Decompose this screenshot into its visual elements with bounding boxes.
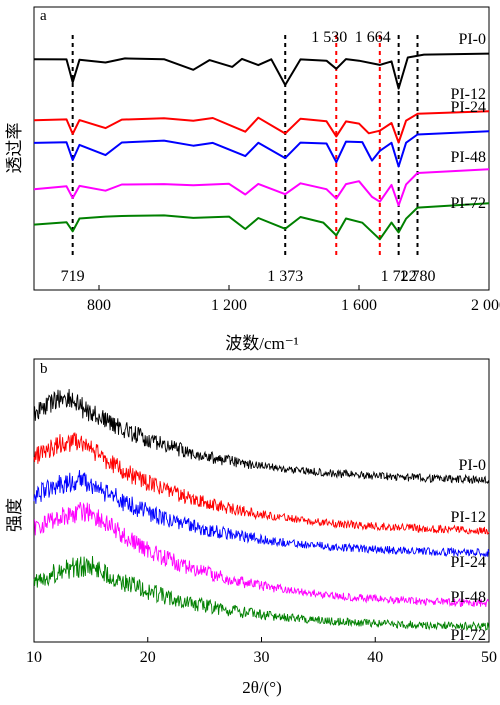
panel-a-frame	[33, 6, 490, 291]
panel-a-xlabel: 波数/cm⁻¹	[225, 334, 299, 353]
panel-a-ticks: 800 1 200 1 600 2 000	[87, 285, 500, 314]
panel-b-legend-pi-24: PI-24	[450, 554, 486, 571]
panel-b: b 2θ/(°) 强度 10 20 30 40 50 PI-0PI-12PI-24PI-…	[5, 358, 497, 697]
panel-b-ticks: 10 20 30 40 50	[26, 637, 497, 666]
panel-a-ylabel: 透过率	[5, 123, 24, 174]
panel-a-series-pi-12	[33, 110, 490, 144]
panel-a-series-pi-24	[33, 130, 490, 168]
panel-a-xtick-label: 800	[87, 297, 111, 314]
panel-b-legend-pi-48: PI-48	[450, 589, 486, 606]
panel-b-series-labels: PI-0 PI-12 PI-24 PI-48 PI-72	[450, 457, 486, 644]
panel-b-ylabel: 强度	[5, 498, 24, 532]
panel-b-xtick-label: 50	[481, 649, 497, 666]
panel-a-ref-label: 1 722	[381, 268, 417, 285]
panel-a-xtick-label: 2 000	[471, 297, 500, 314]
panel-b-xtick-label: 10	[26, 649, 42, 666]
panel-a-series-pi-72	[33, 202, 490, 241]
panel-a-legend-pi-48: PI-48	[450, 149, 486, 166]
panel-a-series-pi-48	[33, 168, 490, 207]
panel-a-xtick-label: 1 200	[211, 297, 247, 314]
panel-a-letter: a	[40, 8, 47, 24]
panel-b-series-pi-24	[33, 470, 490, 558]
panel-a-legend-pi-0: PI-0	[458, 31, 486, 48]
panel-b-legend-pi-0: PI-0	[458, 457, 486, 474]
panel-a-ref-label: 719	[61, 268, 85, 285]
panel-a-legend-pi-24: PI-24	[450, 99, 486, 116]
panel-a-ref-label: 1 664	[355, 29, 391, 46]
panel-b-series-pi-48	[34, 502, 490, 608]
panel-b-legend-pi-72: PI-72	[450, 627, 486, 644]
panel-b-series-pi-12	[33, 432, 490, 535]
panel-a: a 波数/cm⁻¹ 透过率 800 1 200 1 600 2 000 719 1 37…	[5, 6, 500, 353]
panel-a-ref-label: 1 373	[267, 268, 303, 285]
panel-a-legend-pi-72: PI-72	[450, 195, 486, 212]
panel-b-xtick-label: 30	[254, 649, 270, 666]
panel-b-series-pi-0	[33, 388, 490, 485]
panel-b-legend-pi-12: PI-12	[450, 509, 486, 526]
panel-b-xlabel: 2θ/(°)	[242, 678, 282, 697]
panel-a-legend-pi-12: PI-12	[450, 86, 486, 103]
panel-b-letter: b	[40, 361, 48, 377]
panel-a-series-pi-0	[33, 52, 490, 90]
panel-b-frame	[33, 358, 490, 643]
panel-a-ref-label: 1 530	[311, 29, 347, 46]
panel-a-ref-label: 1 780	[400, 268, 436, 285]
panel-b-series-pi-72	[33, 555, 490, 632]
panel-a-series	[33, 52, 490, 241]
panel-b-xtick-label: 40	[367, 649, 383, 666]
panel-b-series	[33, 388, 490, 632]
panel-a-xtick-label: 1 600	[341, 297, 377, 314]
panel-b-xtick-label: 20	[140, 649, 156, 666]
